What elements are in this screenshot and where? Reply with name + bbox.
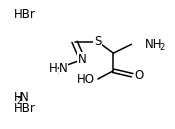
Text: HBr: HBr	[13, 102, 35, 115]
Text: 2: 2	[160, 43, 165, 52]
Text: HBr: HBr	[13, 7, 35, 21]
Text: N: N	[78, 53, 87, 66]
Text: H: H	[13, 91, 22, 104]
Text: N: N	[20, 91, 29, 104]
Text: S: S	[94, 35, 102, 48]
Text: H: H	[49, 62, 57, 75]
Text: 2: 2	[58, 67, 63, 76]
Text: O: O	[135, 69, 144, 82]
Text: HO: HO	[77, 72, 95, 86]
Text: N: N	[59, 62, 68, 75]
Text: NH: NH	[145, 38, 163, 51]
Text: 2: 2	[17, 97, 22, 106]
